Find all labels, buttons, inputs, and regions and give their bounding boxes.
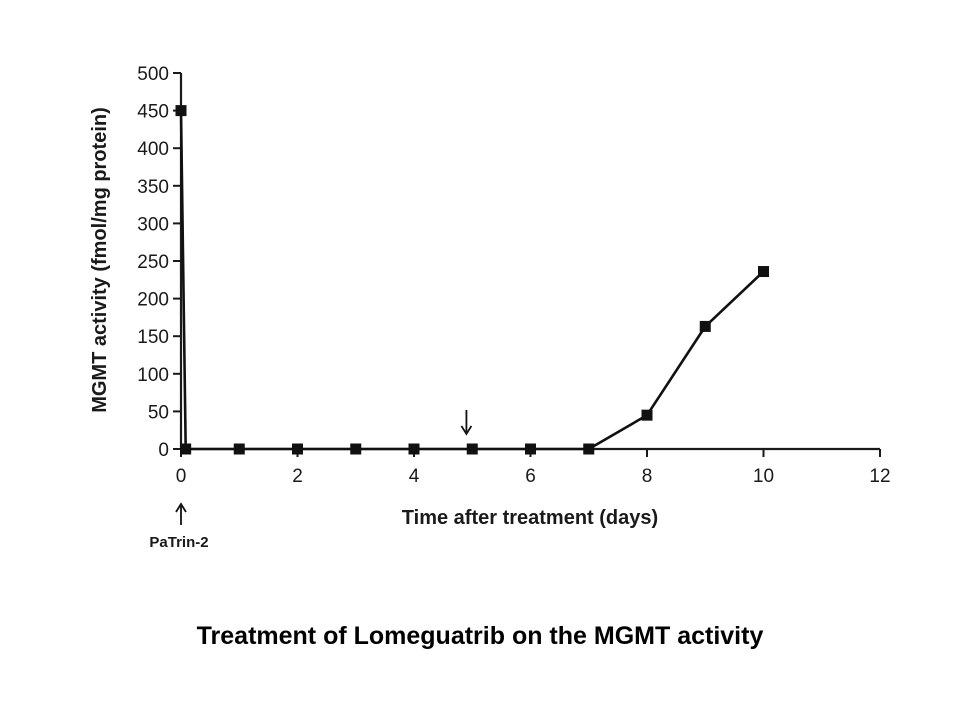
y-tick-label: 50 [148,402,169,423]
data-point [233,443,245,455]
x-tick-label: 12 [869,466,890,487]
x-tick-label: 4 [409,466,420,487]
y-tick-label: 0 [158,440,169,461]
x-tick-label: 2 [292,466,303,487]
y-tick-label: 300 [137,214,169,235]
y-tick-label: 500 [137,64,169,85]
chart-annotations: PaTrin-2 [149,409,473,551]
data-point [525,443,536,455]
annotation-arrowhead [175,502,187,513]
chart-ticks: 0 50 100 150 200 250 300 350 400 450 500 0 2 4 6 8 10 12 [137,64,890,487]
y-tick-label: 450 [137,102,169,123]
x-tick-label: 10 [753,466,774,487]
annotation-arrowhead [460,425,473,436]
chart-axes [179,73,880,451]
data-point [408,443,420,455]
x-tick-label: 6 [525,466,536,487]
data-point [350,443,362,455]
data-point [175,105,187,117]
data-point [699,320,711,332]
y-tick-label: 100 [137,365,169,386]
data-point [180,443,192,455]
figure-caption: Treatment of Lomeguatrib on the MGMT act… [196,622,764,650]
data-point [292,443,303,455]
data-point [583,443,595,455]
series-line [179,110,765,451]
y-tick-label: 150 [137,327,169,348]
x-tick-label: 0 [176,466,187,487]
annotation-label: PaTrin-2 [149,534,208,551]
chart-series [175,105,769,455]
data-point [641,409,653,421]
data-point [758,266,769,278]
x-tick-label: 8 [642,466,653,487]
y-axis-title: MGMT activity (fmol/mg protein) [89,107,111,413]
y-tick-label: 200 [137,290,169,311]
y-tick-label: 250 [137,252,169,273]
y-tick-label: 400 [137,139,169,160]
y-tick-label: 350 [137,177,169,198]
data-point [466,443,478,455]
x-axis-title: Time after treatment (days) [402,507,658,529]
